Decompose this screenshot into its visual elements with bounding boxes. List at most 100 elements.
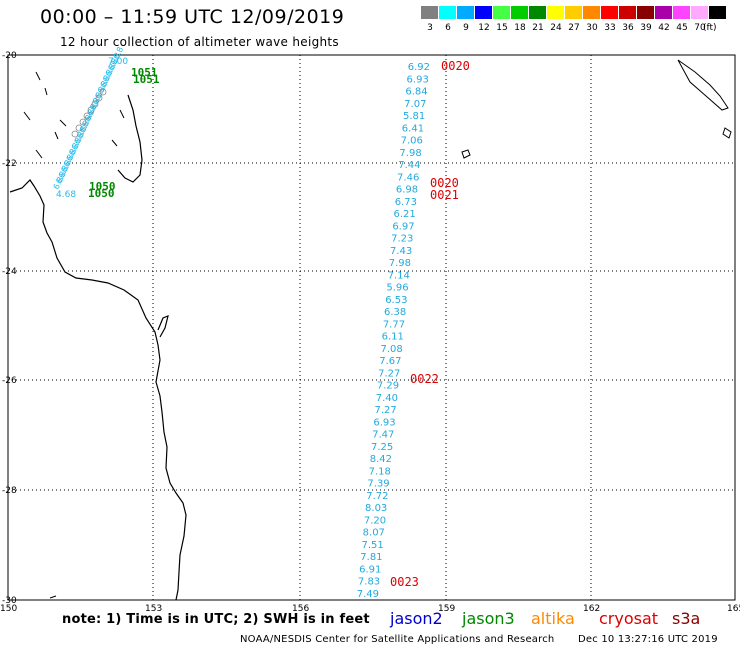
- credit-text: NOAA/NESDIS Center for Satellite Applica…: [240, 634, 555, 645]
- colorbar-swatch: [601, 6, 619, 19]
- colorbar-label: 42: [658, 23, 670, 33]
- west-track-marker: [87, 106, 95, 114]
- colorbar-label: 18: [514, 23, 526, 33]
- west-track-marker: [99, 88, 107, 96]
- colorbar-label: 39: [640, 23, 652, 33]
- wave-height-value: 7.98: [399, 148, 421, 159]
- lat-label: -30: [2, 596, 17, 606]
- wave-height-value: 7.83: [358, 577, 380, 588]
- lon-label: 156: [292, 604, 309, 614]
- wave-height-value: 6.93: [407, 74, 429, 85]
- cryosat-time-label: 0022: [410, 372, 439, 386]
- wave-height-value: 6.73: [395, 197, 417, 208]
- wave-height-value: 7.06: [401, 136, 423, 147]
- map-title: 00:00 – 11:59 UTC 12/09/2019: [40, 6, 345, 28]
- colorbar-label: 21: [532, 23, 544, 33]
- wave-height-value: 7.20: [364, 515, 386, 526]
- wave-height-value: 7.77: [383, 319, 405, 330]
- reef-fragments: [23, 71, 125, 599]
- satellite-legend-jason2: jason2: [390, 609, 443, 628]
- cryosat-time-label: 0023: [390, 575, 419, 589]
- colorbar-swatch: [547, 6, 565, 19]
- wave-height-value: 6.38: [384, 307, 406, 318]
- west-track-value: 4.68: [56, 190, 76, 200]
- wave-height-value: 6.93: [373, 417, 395, 428]
- island-fraser: [157, 315, 169, 338]
- lon-label: 159: [438, 604, 455, 614]
- jason3-time-label: 1050: [89, 180, 116, 193]
- wave-height-value: 7.39: [367, 479, 389, 490]
- colorbar-swatch: [529, 6, 547, 19]
- west-track-value: 7.00: [108, 57, 128, 67]
- lat-label: -24: [2, 267, 17, 277]
- colorbar-label: 45: [676, 23, 688, 33]
- colorbar-label: 12: [478, 23, 490, 33]
- colorbar-swatch: [493, 6, 511, 19]
- wave-height-value: 7.98: [389, 258, 411, 269]
- colorbar-swatch: [691, 6, 709, 19]
- wave-height-value: 6.97: [392, 221, 414, 232]
- island-loyalty: [722, 127, 732, 139]
- colorbar-label: 9: [463, 23, 469, 33]
- colorbar-swatch: [619, 6, 637, 19]
- satellite-legend-altika: altika: [531, 609, 575, 628]
- islet-chesterfield: [461, 149, 471, 159]
- wave-height-value: 6.91: [359, 564, 381, 575]
- wave-height-value: 8.07: [363, 528, 385, 539]
- colorbar-unit: (ft): [703, 23, 717, 33]
- wave-height-value: 7.08: [380, 344, 402, 355]
- island-new-caledonia: [677, 59, 729, 111]
- west-track-marker: [83, 112, 91, 120]
- wave-height-value: 7.18: [369, 466, 391, 477]
- west-track-marker: [71, 130, 79, 138]
- wave-height-value: 6.98: [396, 185, 418, 196]
- colorbar-swatch: [637, 6, 655, 19]
- satellite-legend-jason3: jason3: [462, 609, 515, 628]
- colorbar-swatch: [439, 6, 457, 19]
- colorbar-label: 33: [604, 23, 616, 33]
- colorbar-label: 6: [445, 23, 451, 33]
- wave-height-value: 7.27: [375, 405, 397, 416]
- coastline-australia: [9, 179, 187, 601]
- colorbar-swatch: [511, 6, 529, 19]
- west-track: 6.86.86.86.86.86.86.86.86.86.86.86.86.86…: [52, 46, 129, 200]
- wave-height-value: 7.23: [391, 234, 413, 245]
- map-frame: [7, 54, 736, 601]
- colorbar-swatch: [475, 6, 493, 19]
- cryosat-time-label: 0021: [430, 188, 459, 202]
- wave-height-value: 7.47: [372, 430, 394, 441]
- wave-height-value: 5.96: [386, 283, 408, 294]
- wave-height-value: 7.27: [378, 368, 400, 379]
- wave-height-value: 7.40: [376, 393, 398, 404]
- coastline-cape-york: [117, 94, 143, 183]
- wave-height-value: 6.11: [382, 332, 404, 343]
- colorbar-label: 15: [496, 23, 508, 33]
- cryosat-time-label: 0020: [441, 59, 470, 73]
- cryosat-time-label: 0020: [430, 176, 459, 190]
- lat-label: -26: [2, 376, 17, 386]
- map-subtitle: 12 hour collection of altimeter wave hei…: [60, 35, 339, 49]
- west-track-marker: [95, 94, 103, 102]
- wave-height-value: 6.53: [385, 295, 407, 306]
- wave-height-value: 7.44: [398, 160, 420, 171]
- west-track-marker: [79, 118, 87, 126]
- colorbar-label: 27: [568, 23, 580, 33]
- colorbar-swatch: [457, 6, 475, 19]
- jason3-time-label: 1051: [133, 73, 160, 86]
- wave-height-value: 8.42: [370, 454, 392, 465]
- footer-note: note: 1) Time is in UTC; 2) SWH is in fe…: [62, 612, 370, 627]
- colorbar-label: 3: [427, 23, 433, 33]
- colorbar-label: 24: [550, 23, 562, 33]
- colorbar-swatch: [673, 6, 691, 19]
- wave-height-value: 6.21: [394, 209, 416, 220]
- colorbar-swatch: [583, 6, 601, 19]
- wave-height-value: 7.81: [360, 552, 382, 563]
- wave-height-value: 7.25: [371, 442, 393, 453]
- wave-height-value: 7.51: [361, 540, 383, 551]
- colorbar-swatch: [709, 6, 727, 19]
- west-track-marker: [75, 124, 83, 132]
- colorbar-label: 70: [694, 23, 706, 33]
- colorbar-swatch: [565, 6, 583, 19]
